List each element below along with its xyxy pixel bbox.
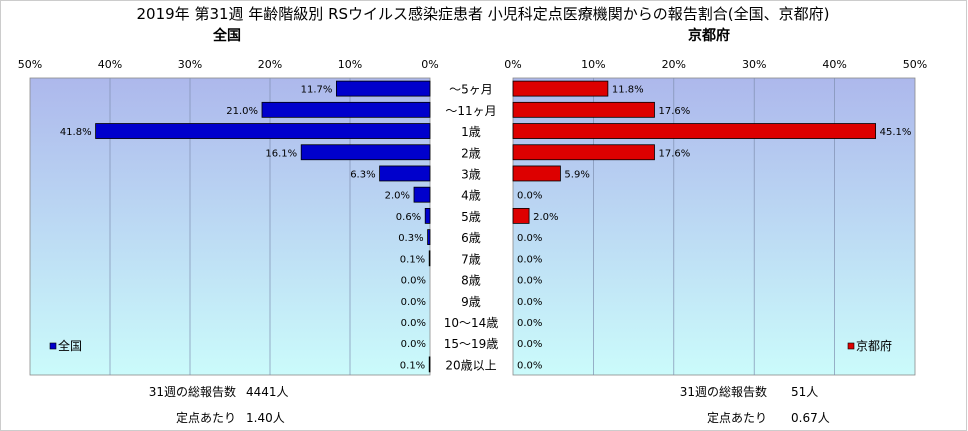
national-x-tick-label: 30% — [178, 58, 202, 71]
category-label: 3歳 — [461, 167, 481, 181]
kyoto-data-label: 0.0% — [517, 191, 542, 202]
national-bar — [335, 80, 431, 97]
national-legend-swatch — [49, 342, 57, 350]
kyoto-x-tick-label: 20% — [662, 58, 686, 71]
kyoto-x-tick-label: 50% — [903, 58, 927, 71]
national-x-tick-label: 0% — [421, 58, 438, 71]
kyoto-x-tick-label: 10% — [581, 58, 605, 71]
category-label: 6歳 — [461, 231, 481, 245]
category-label: 1歳 — [461, 125, 481, 139]
national-bar — [424, 207, 431, 224]
kyoto-data-label: 17.6% — [659, 148, 691, 159]
national-summary-label: 定点あたり — [176, 410, 236, 425]
national-x-tick-label: 20% — [258, 58, 282, 71]
kyoto-bar — [512, 165, 561, 182]
national-summary-value: 1.40人 — [246, 411, 285, 425]
national-bar — [413, 186, 431, 203]
national-data-label: 16.1% — [265, 148, 297, 159]
category-label: 5歳 — [461, 210, 481, 224]
national-data-label: 0.6% — [396, 212, 421, 223]
kyoto-summary-value: 51人 — [791, 385, 818, 399]
national-data-label: 41.8% — [60, 127, 92, 138]
national-summary-label: 31週の総報告数 — [149, 384, 236, 399]
national-legend-label: 全国 — [58, 338, 82, 353]
kyoto-summary-value: 0.67人 — [791, 411, 830, 425]
national-x-tick-label: 50% — [18, 58, 42, 71]
chart-title: 2019年 第31週 年齢階級別 RSウイルス感染症患者 小児科定点医療機関から… — [137, 5, 830, 23]
national-bar — [261, 101, 431, 118]
national-bar — [427, 229, 431, 246]
kyoto-legend-swatch — [847, 342, 855, 350]
kyoto-data-label: 5.9% — [564, 169, 589, 180]
kyoto-bar — [512, 144, 655, 161]
category-label: ～11ヶ月 — [445, 104, 496, 118]
category-label: 8歳 — [461, 274, 481, 288]
kyoto-summary-label: 定点あたり — [707, 410, 767, 425]
national-subtitle: 全国 — [212, 27, 241, 44]
category-label: 20歳以上 — [445, 358, 496, 372]
kyoto-plot-area — [512, 77, 916, 376]
kyoto-bar — [512, 207, 530, 224]
category-label: 10～14歳 — [444, 316, 499, 330]
category-label: 9歳 — [461, 295, 481, 309]
kyoto-data-label: 0.0% — [517, 297, 542, 308]
category-label: 4歳 — [461, 189, 481, 203]
national-data-label: 0.0% — [401, 297, 426, 308]
kyoto-data-label: 0.0% — [517, 233, 542, 244]
national-data-label: 11.7% — [301, 85, 333, 96]
kyoto-data-label: 0.0% — [517, 339, 542, 350]
national-data-label: 6.3% — [350, 169, 375, 180]
national-bar — [428, 250, 431, 267]
kyoto-x-tick-label: 30% — [742, 58, 766, 71]
national-plot-area — [29, 77, 431, 376]
category-label: 2歳 — [461, 146, 481, 160]
kyoto-data-label: 45.1% — [880, 127, 912, 138]
kyoto-summary-label: 31週の総報告数 — [680, 384, 767, 399]
kyoto-legend-label: 京都府 — [856, 338, 892, 353]
kyoto-data-label: 0.0% — [517, 318, 542, 329]
kyoto-bar — [512, 80, 609, 97]
national-data-label: 2.0% — [385, 191, 410, 202]
national-data-label: 0.1% — [400, 360, 425, 371]
kyoto-subtitle: 京都府 — [688, 27, 730, 44]
national-data-label: 0.0% — [401, 318, 426, 329]
category-label: 15～19歳 — [444, 337, 499, 351]
national-data-label: 0.1% — [400, 254, 425, 265]
national-bar — [300, 144, 431, 161]
kyoto-data-label: 17.6% — [659, 106, 691, 117]
national-bar — [428, 356, 431, 373]
national-x-tick-label: 10% — [338, 58, 362, 71]
kyoto-data-label: 0.0% — [517, 360, 542, 371]
category-label: 7歳 — [461, 252, 481, 266]
kyoto-x-tick-label: 40% — [822, 58, 846, 71]
kyoto-x-tick-label: 0% — [504, 58, 521, 71]
national-x-tick-label: 40% — [98, 58, 122, 71]
kyoto-bar — [512, 101, 655, 118]
kyoto-data-label: 11.8% — [612, 85, 644, 96]
kyoto-data-label: 2.0% — [533, 212, 558, 223]
national-bar — [379, 165, 431, 182]
national-data-label: 21.0% — [226, 106, 258, 117]
national-data-label: 0.0% — [401, 276, 426, 287]
national-summary-value: 4441人 — [246, 385, 289, 399]
kyoto-data-label: 0.0% — [517, 254, 542, 265]
national-data-label: 0.3% — [398, 233, 423, 244]
national-data-label: 0.0% — [401, 339, 426, 350]
kyoto-data-label: 0.0% — [517, 276, 542, 287]
category-label: ～5ヶ月 — [449, 83, 493, 97]
kyoto-bar — [512, 123, 877, 139]
national-bar — [95, 123, 431, 139]
